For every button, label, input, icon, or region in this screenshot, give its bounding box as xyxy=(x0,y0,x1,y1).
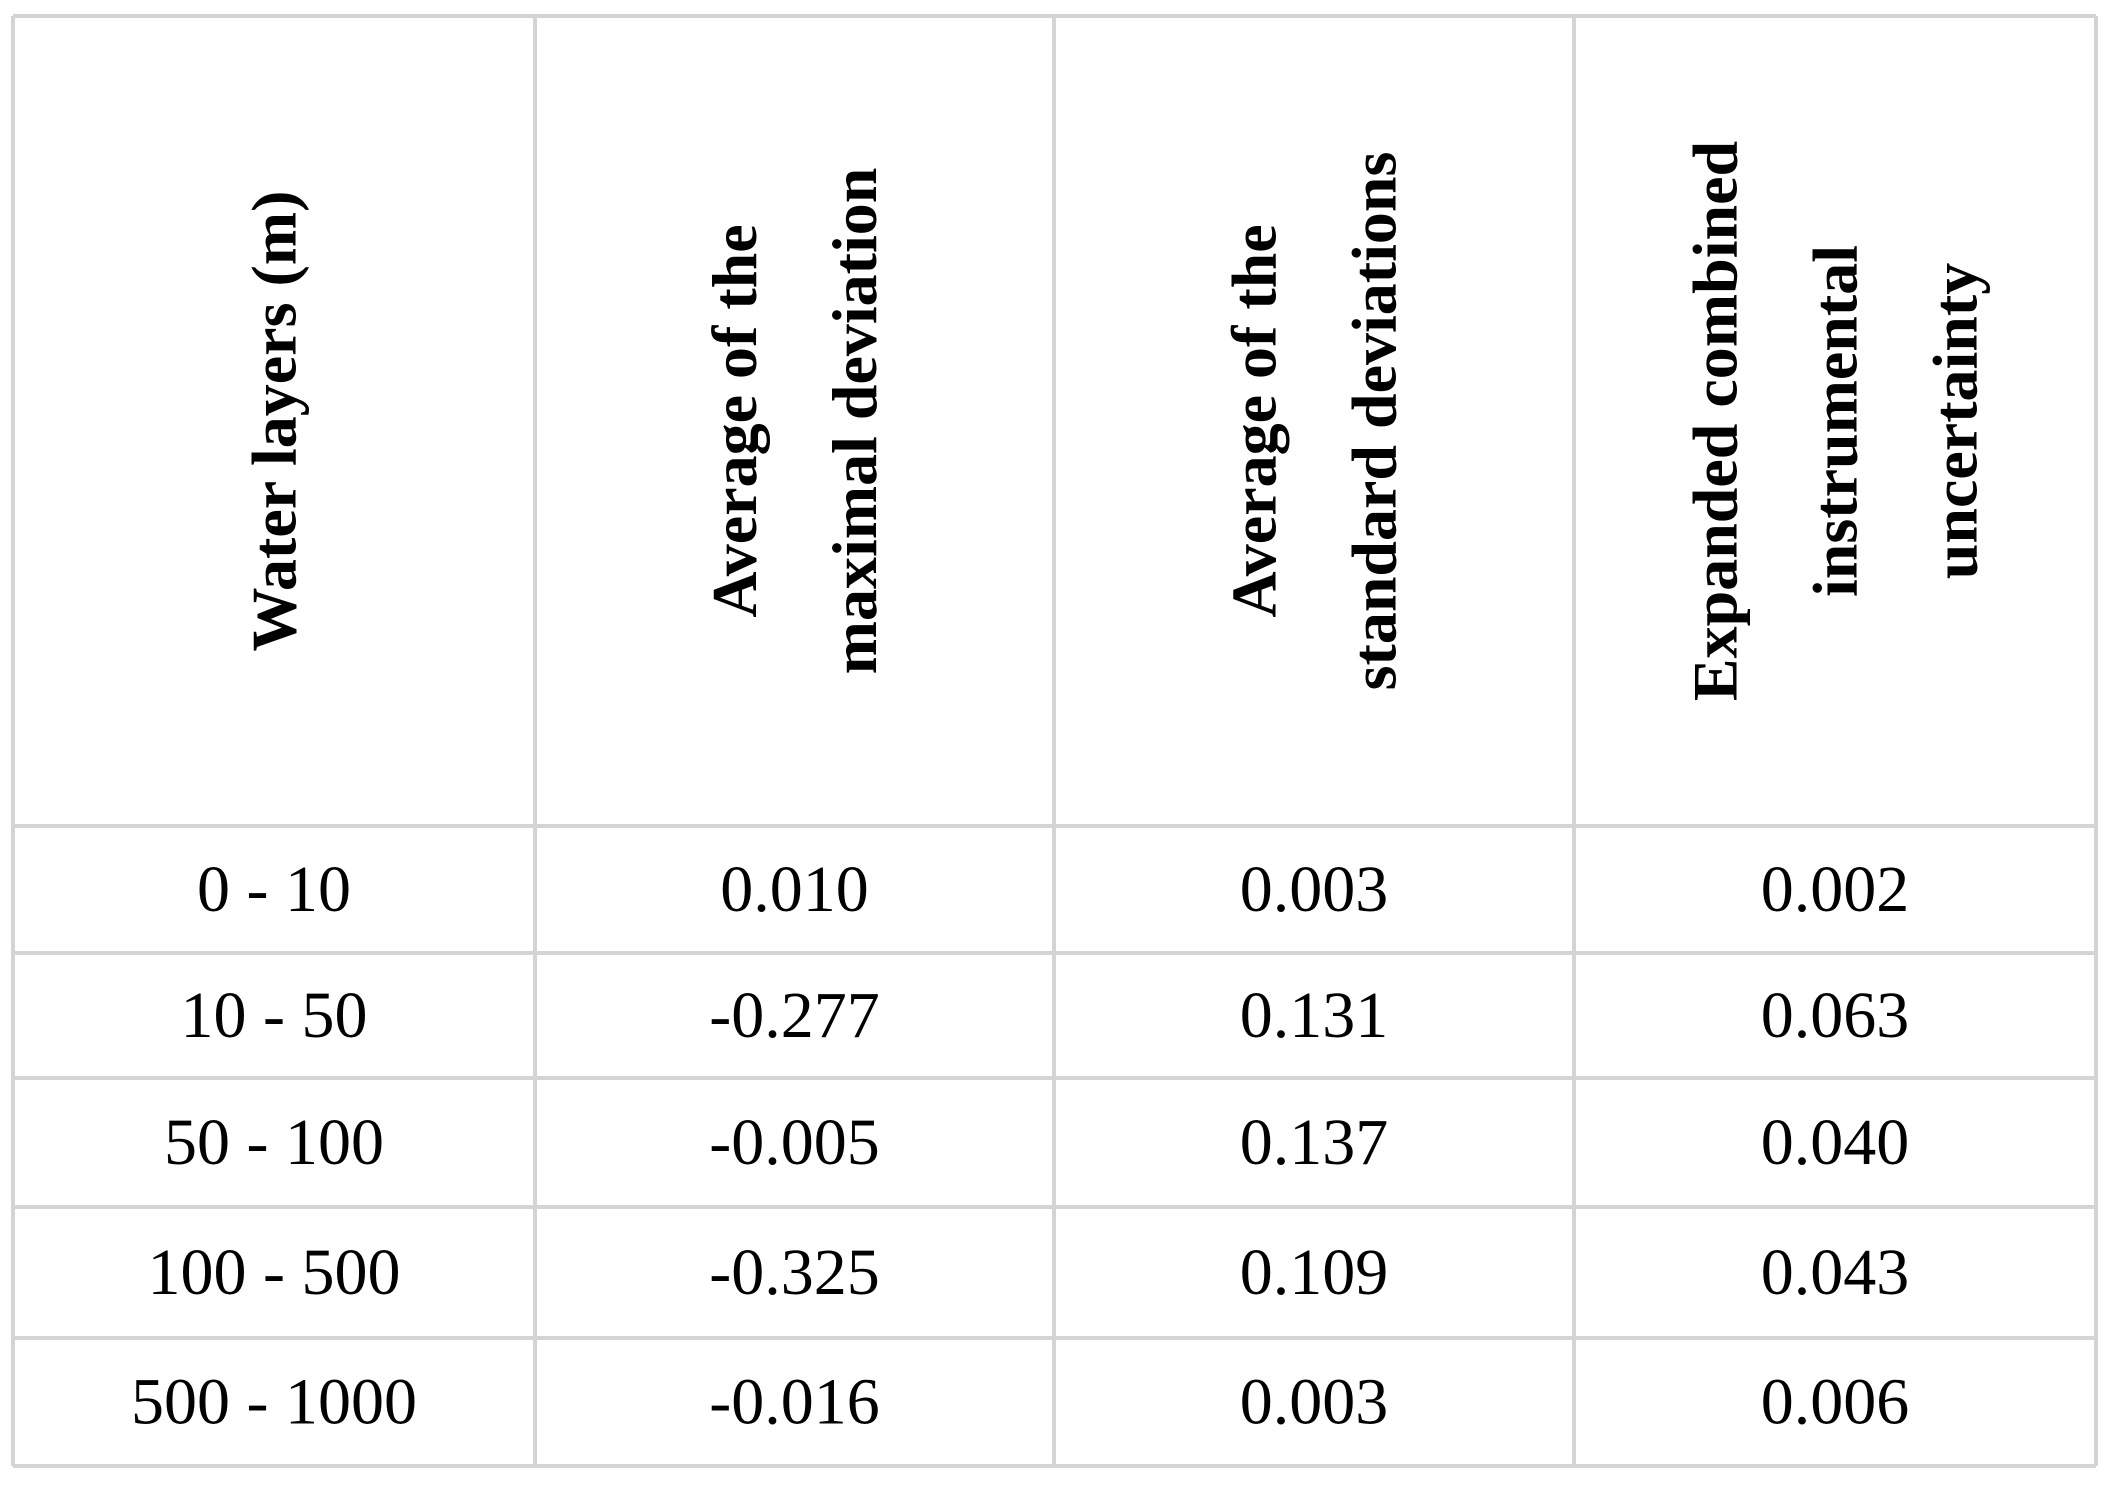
table-cell: 0.043 xyxy=(1761,1236,1910,1309)
table-cell: 0.109 xyxy=(1240,1236,1389,1309)
table-cell: 50 - 100 xyxy=(164,1106,384,1179)
column-header: Average of the xyxy=(1219,224,1290,617)
table-cell: -0.277 xyxy=(709,979,879,1052)
table-cell: 0.010 xyxy=(720,853,869,926)
table-cell: 0.131 xyxy=(1240,979,1389,1052)
table-cell: 0.006 xyxy=(1761,1366,1910,1439)
table-cell: 0 - 10 xyxy=(197,853,351,926)
column-header: Average of the xyxy=(699,224,770,617)
table-cell: 0.003 xyxy=(1240,853,1389,926)
column-header: uncertainty xyxy=(1920,263,1991,579)
table-cell: 0.002 xyxy=(1761,853,1910,926)
column-header: standard deviations xyxy=(1339,152,1410,691)
table-cell: -0.325 xyxy=(709,1236,879,1309)
column-header: Water layers (m) xyxy=(239,191,310,652)
table-cell: -0.005 xyxy=(709,1106,879,1179)
column-header: maximal deviation xyxy=(819,168,890,675)
table-cell: 0.063 xyxy=(1761,979,1910,1052)
table-cell: 10 - 50 xyxy=(181,979,368,1052)
table-cell: -0.016 xyxy=(709,1366,879,1439)
table-cell: 0.137 xyxy=(1240,1106,1389,1179)
table-cell: 500 - 1000 xyxy=(131,1366,417,1439)
column-header: instrumental xyxy=(1800,245,1871,597)
table-cell: 0.003 xyxy=(1240,1366,1389,1439)
column-header: Expanded combined xyxy=(1680,141,1751,701)
table-cell: 100 - 500 xyxy=(148,1236,401,1309)
table-cell: 0.040 xyxy=(1761,1106,1910,1179)
